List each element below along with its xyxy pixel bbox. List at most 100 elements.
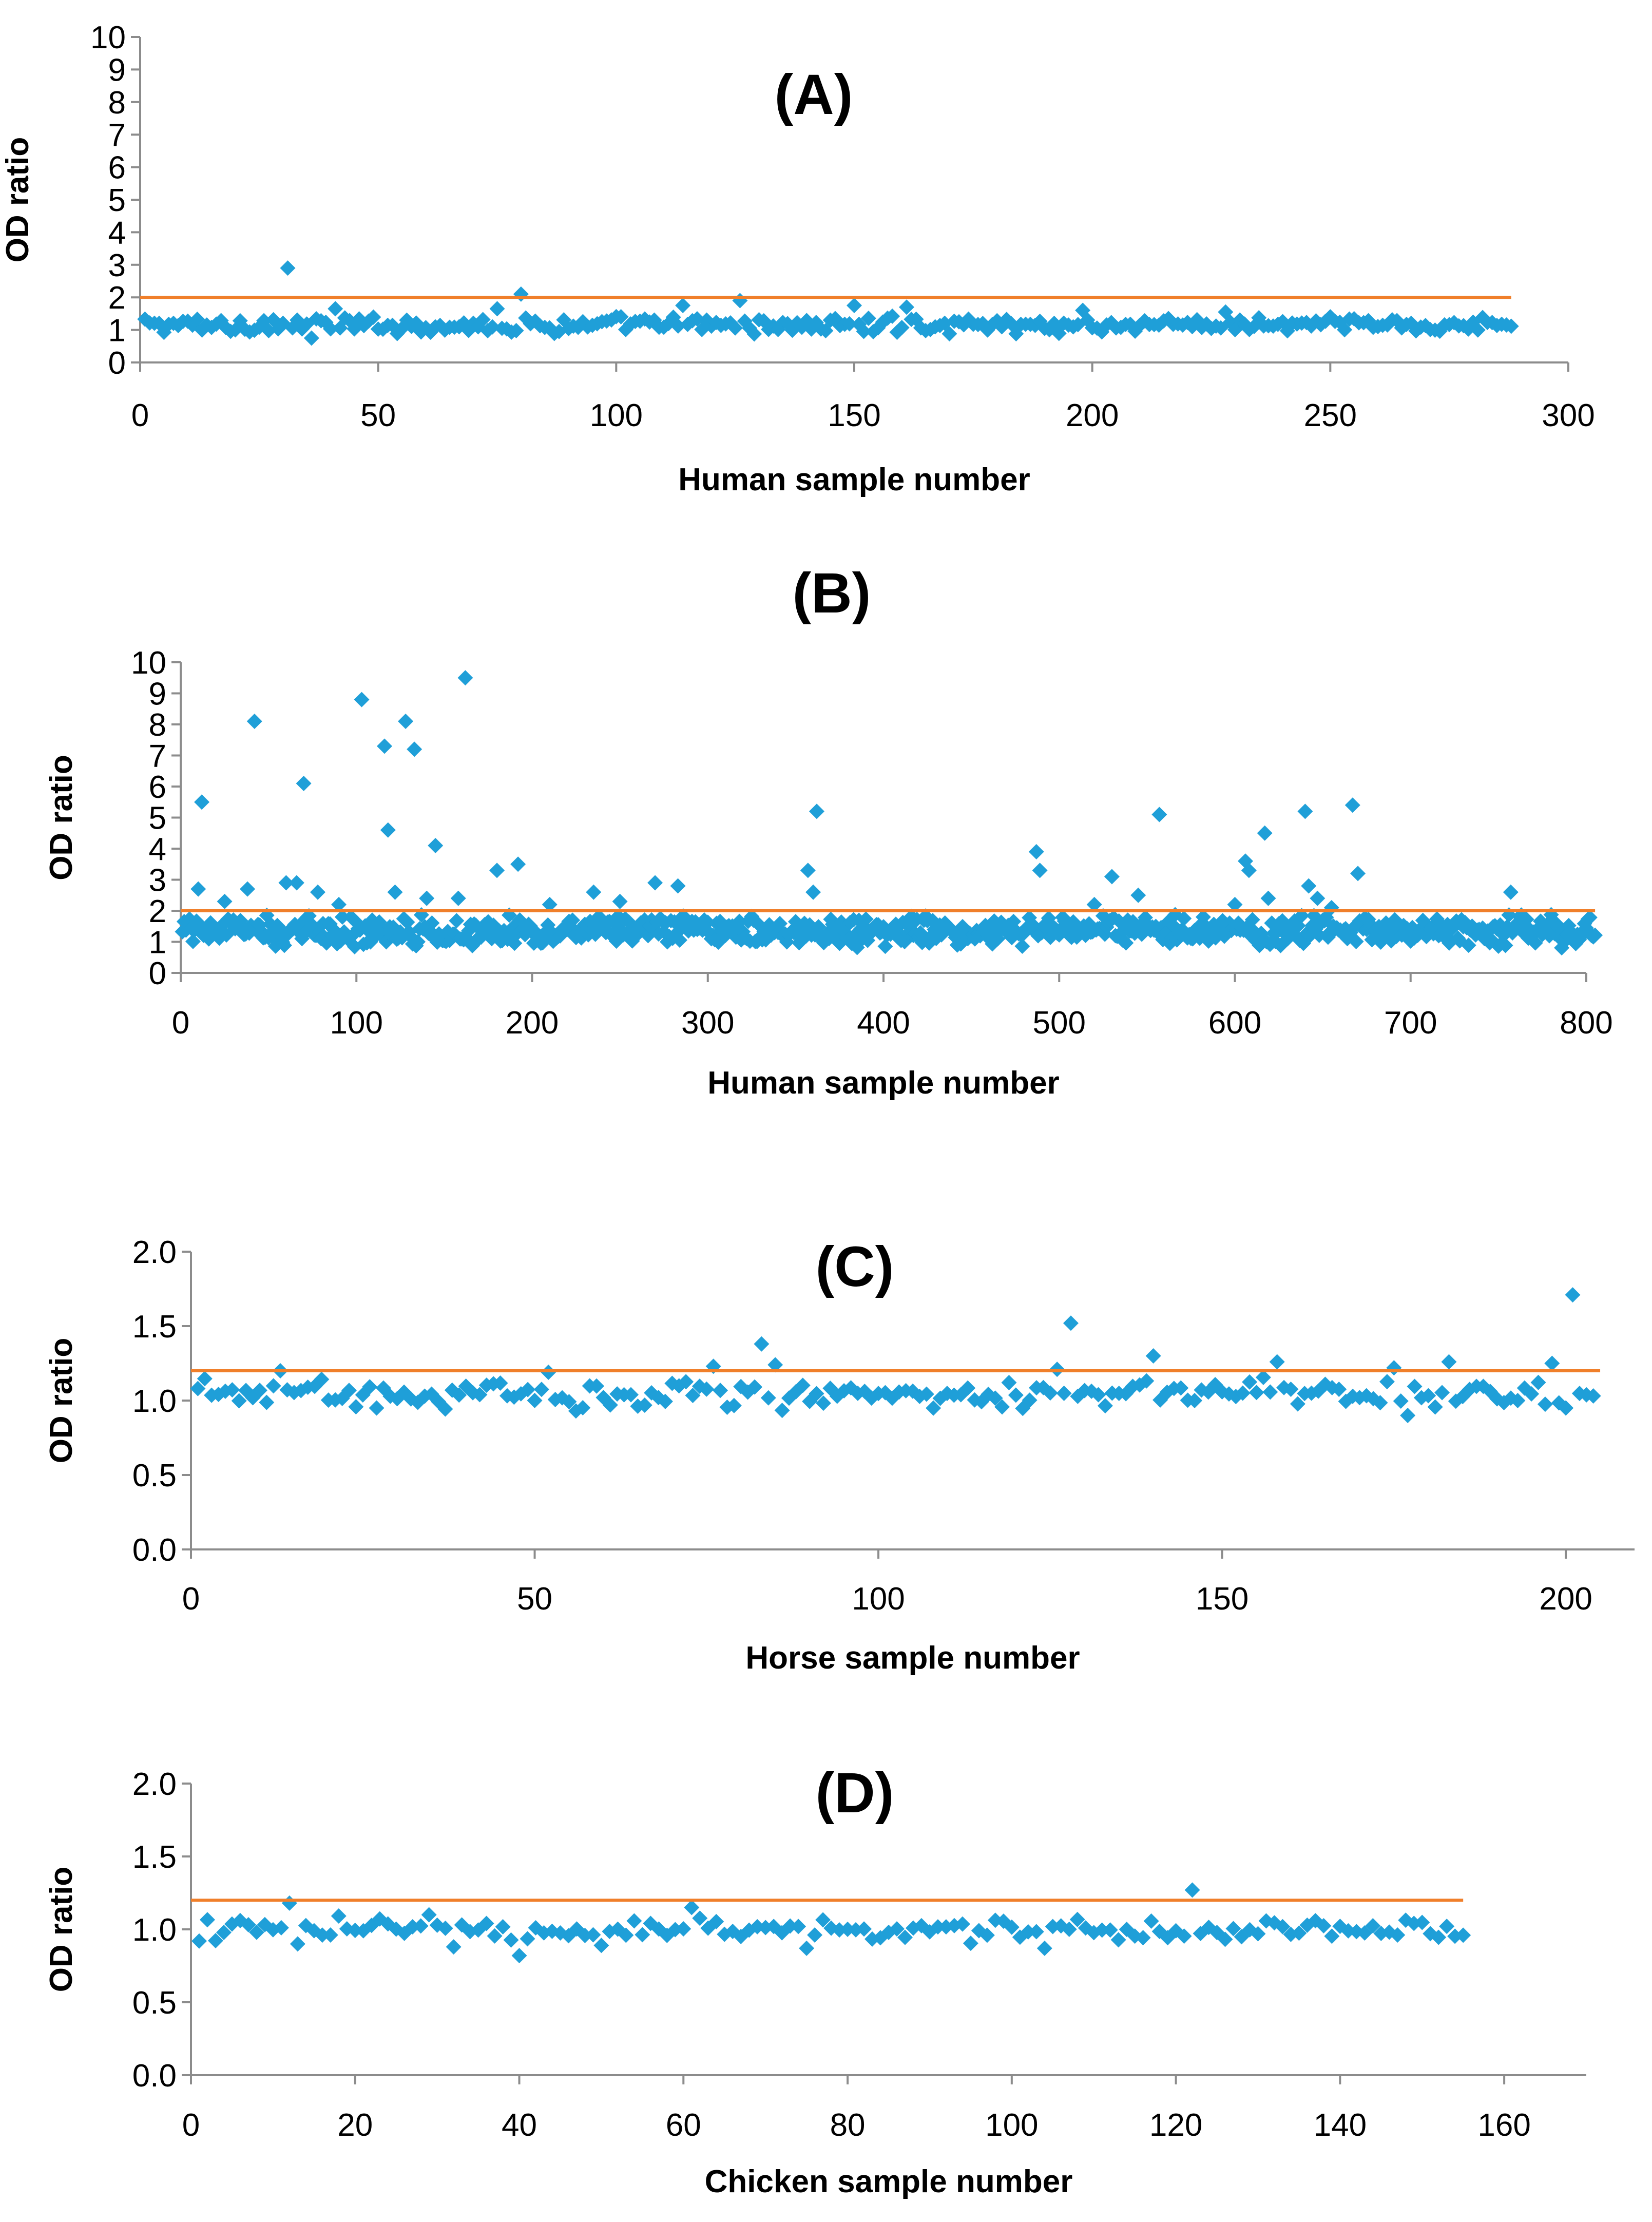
y-tick-label: 2 xyxy=(149,894,166,929)
data-point xyxy=(1242,1374,1258,1390)
data-point xyxy=(754,1336,770,1352)
data-point xyxy=(795,1377,811,1393)
x-tick-label: 40 xyxy=(502,2108,537,2143)
data-point xyxy=(334,909,350,925)
data-point xyxy=(252,1383,267,1399)
data-point xyxy=(276,937,292,953)
y-tick-label: 2 xyxy=(108,280,126,316)
data-point xyxy=(1176,1928,1192,1944)
data-point xyxy=(732,293,748,309)
data-point xyxy=(774,1403,790,1419)
data-point xyxy=(1014,938,1030,954)
data-point xyxy=(1365,1918,1381,1934)
data-point xyxy=(1297,803,1313,819)
data-point xyxy=(527,1392,543,1408)
data-point xyxy=(190,881,206,897)
data-point xyxy=(1431,1929,1447,1945)
data-point xyxy=(190,1381,206,1396)
y-axis-title: OD ratio xyxy=(44,755,79,880)
data-point xyxy=(670,318,686,334)
data-point xyxy=(612,893,628,909)
data-point xyxy=(1090,1387,1106,1403)
data-point xyxy=(495,1919,511,1934)
data-point xyxy=(963,1936,978,1951)
data-point xyxy=(407,741,422,757)
data-point xyxy=(1275,1919,1291,1934)
data-point xyxy=(348,1399,364,1415)
data-point xyxy=(1020,1924,1036,1940)
data-point xyxy=(1558,1400,1574,1416)
data-point xyxy=(727,320,743,336)
data-point xyxy=(1420,1388,1436,1404)
y-tick-label: 0.5 xyxy=(132,1985,177,2021)
data-point xyxy=(618,1927,634,1943)
data-point xyxy=(635,1927,650,1943)
data-point xyxy=(565,912,581,928)
data-point xyxy=(354,692,370,707)
data-point xyxy=(713,1383,728,1399)
data-point xyxy=(1056,1385,1072,1401)
data-point xyxy=(1244,912,1260,928)
panel-title: (A) xyxy=(775,63,853,126)
x-tick-label: 200 xyxy=(1066,398,1119,433)
data-point xyxy=(508,322,524,338)
data-point xyxy=(1262,1384,1278,1400)
data-point xyxy=(296,775,312,791)
data-point xyxy=(1225,1921,1241,1937)
data-point xyxy=(841,316,857,332)
data-point xyxy=(1260,890,1276,906)
data-point xyxy=(858,911,874,927)
x-tick-label: 600 xyxy=(1208,1005,1261,1041)
data-point xyxy=(637,1397,652,1413)
data-point xyxy=(1269,1354,1285,1370)
data-point xyxy=(1042,1385,1058,1401)
data-point xyxy=(675,298,691,314)
y-tick-label: 9 xyxy=(108,52,126,88)
data-point xyxy=(199,1912,215,1928)
y-tick-label: 0 xyxy=(108,346,126,381)
data-point xyxy=(767,1357,783,1373)
data-point xyxy=(1337,322,1353,338)
data-point xyxy=(1102,1922,1118,1938)
data-point xyxy=(419,890,435,906)
data-point xyxy=(377,738,393,754)
x-tick-label: 200 xyxy=(1539,1581,1592,1617)
x-tick-label: 20 xyxy=(337,2108,373,2143)
panel-title: (C) xyxy=(816,1235,894,1298)
y-tick-label: 2.0 xyxy=(132,1767,177,1802)
data-point xyxy=(520,1382,536,1397)
data-point xyxy=(689,311,705,327)
data-point xyxy=(1001,1374,1017,1390)
data-point xyxy=(1104,869,1120,885)
data-point xyxy=(692,1910,708,1926)
data-point xyxy=(1379,1374,1395,1390)
x-tick-label: 140 xyxy=(1314,2108,1367,2143)
data-point xyxy=(1301,878,1317,894)
data-point xyxy=(979,1927,995,1943)
data-point xyxy=(918,1386,934,1402)
data-points xyxy=(175,670,1603,956)
y-tick-label: 1.5 xyxy=(132,1840,177,1875)
x-tick-label: 160 xyxy=(1477,2108,1530,2143)
data-points xyxy=(191,1882,1471,1964)
data-point xyxy=(561,1394,577,1410)
y-tick-label: 4 xyxy=(149,832,166,867)
data-point xyxy=(1497,937,1513,953)
data-point xyxy=(602,1397,618,1413)
x-tick-label: 800 xyxy=(1560,1005,1612,1041)
data-point xyxy=(676,1921,691,1937)
y-tick-label: 6 xyxy=(149,770,166,805)
data-point xyxy=(987,1390,1003,1406)
data-point xyxy=(240,1917,256,1933)
data-point xyxy=(700,914,716,930)
data-point xyxy=(240,881,256,897)
data-point xyxy=(542,896,558,912)
data-point xyxy=(1344,797,1360,813)
data-point xyxy=(1503,318,1519,334)
data-point xyxy=(657,1393,673,1409)
data-point xyxy=(860,311,876,327)
data-point xyxy=(1316,1918,1332,1934)
y-tick-label: 1 xyxy=(108,313,126,349)
x-tick-label: 150 xyxy=(828,398,880,433)
data-point xyxy=(1544,1355,1560,1371)
